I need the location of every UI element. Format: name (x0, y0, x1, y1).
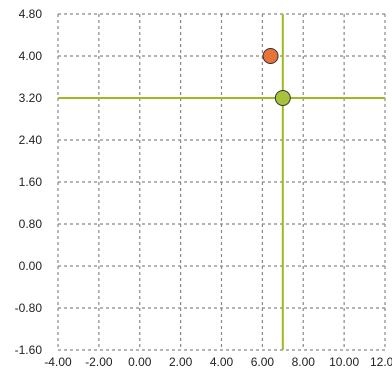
y-tick-label: 0.80 (19, 217, 43, 231)
y-tick-label: 3.20 (19, 91, 43, 105)
x-tick-label: 4.00 (210, 355, 234, 369)
grid (57, 13, 386, 351)
y-tick-label: 1.60 (19, 175, 43, 189)
x-tick-label: 2.00 (169, 355, 193, 369)
y-axis-tick-labels: -1.60 -0.80 0.00 0.80 1.60 2.40 3.20 4.00 4.80 (15, 7, 43, 357)
y-tick-label: 2.40 (19, 133, 43, 147)
y-tick-label: 4.80 (19, 7, 43, 21)
y-tick-label: 4.00 (19, 49, 43, 63)
x-tick-label: 6.00 (251, 355, 275, 369)
data-point[interactable] (262, 48, 279, 64)
x-tick-label: -2.00 (85, 355, 113, 369)
x-axis-tick-labels: -4.00 -2.00 0.00 2.00 4.00 6.00 8.00 10.00 12.00 (44, 355, 392, 369)
x-tick-label: 8.00 (292, 355, 316, 369)
x-tick-label: 12.00 (370, 355, 392, 369)
y-tick-label: 0.00 (19, 259, 43, 273)
y-tick-label: -0.80 (15, 301, 43, 315)
x-tick-label: -4.00 (44, 355, 72, 369)
x-tick-label: 0.00 (128, 355, 152, 369)
x-tick-label: 10.00 (329, 355, 359, 369)
data-points (262, 48, 291, 106)
crosshair (58, 14, 385, 350)
y-tick-label: -1.60 (15, 343, 43, 357)
data-point[interactable] (274, 90, 291, 106)
